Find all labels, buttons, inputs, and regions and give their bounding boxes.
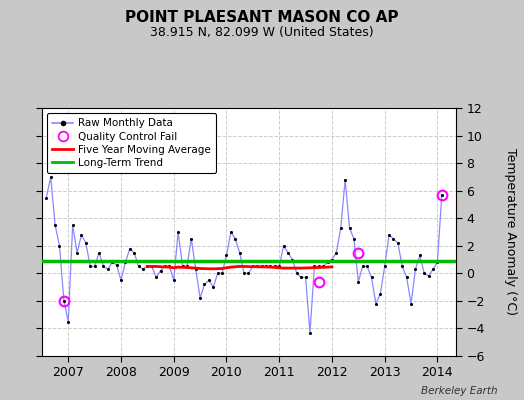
Point bbox=[402, 274, 411, 281]
Point bbox=[183, 263, 191, 270]
Point bbox=[328, 256, 336, 263]
Point bbox=[56, 242, 64, 249]
Point bbox=[231, 236, 239, 242]
Point bbox=[363, 263, 372, 270]
Legend: Raw Monthly Data, Quality Control Fail, Five Year Moving Average, Long-Term Tren: Raw Monthly Data, Quality Control Fail, … bbox=[47, 113, 216, 173]
Point bbox=[161, 263, 169, 270]
Point bbox=[275, 263, 283, 270]
Point bbox=[60, 298, 68, 304]
Point bbox=[266, 263, 275, 270]
Point bbox=[86, 263, 94, 270]
Point bbox=[438, 192, 446, 198]
Point bbox=[424, 273, 433, 279]
Point bbox=[310, 263, 319, 270]
Point bbox=[42, 194, 50, 201]
Point bbox=[51, 222, 59, 228]
Point bbox=[218, 270, 226, 276]
Point bbox=[372, 300, 380, 307]
Point bbox=[213, 270, 222, 276]
Point bbox=[143, 263, 151, 270]
Point bbox=[47, 174, 55, 180]
Point bbox=[279, 242, 288, 249]
Point bbox=[411, 266, 420, 272]
Point bbox=[314, 263, 323, 270]
Point bbox=[205, 277, 213, 284]
Point bbox=[91, 263, 99, 270]
Point bbox=[77, 232, 85, 238]
Point bbox=[358, 263, 367, 270]
Point bbox=[200, 281, 209, 288]
Point bbox=[95, 250, 103, 256]
Point bbox=[253, 263, 261, 270]
Point bbox=[323, 259, 332, 266]
Point bbox=[429, 266, 437, 272]
Point bbox=[336, 225, 345, 231]
Point bbox=[82, 240, 90, 246]
Point bbox=[240, 270, 248, 276]
Point bbox=[170, 277, 178, 284]
Point bbox=[332, 250, 341, 256]
Text: POINT PLAESANT MASON CO AP: POINT PLAESANT MASON CO AP bbox=[125, 10, 399, 25]
Point bbox=[196, 295, 204, 301]
Point bbox=[297, 274, 305, 281]
Point bbox=[209, 284, 217, 290]
Point bbox=[319, 263, 328, 270]
Point bbox=[192, 266, 200, 272]
Point bbox=[394, 240, 402, 246]
Point bbox=[385, 232, 393, 238]
Point bbox=[174, 229, 182, 235]
Point bbox=[367, 274, 376, 281]
Point bbox=[121, 259, 129, 266]
Point bbox=[165, 263, 173, 270]
Point bbox=[134, 263, 143, 270]
Point bbox=[376, 291, 385, 297]
Point bbox=[104, 266, 112, 272]
Point bbox=[244, 270, 253, 276]
Point bbox=[292, 270, 301, 276]
Point bbox=[389, 236, 398, 242]
Point bbox=[73, 250, 81, 256]
Point bbox=[288, 256, 297, 263]
Point bbox=[178, 263, 187, 270]
Point bbox=[126, 245, 134, 252]
Point bbox=[345, 225, 354, 231]
Point bbox=[249, 263, 257, 270]
Point bbox=[301, 274, 310, 281]
Point bbox=[407, 300, 415, 307]
Y-axis label: Temperature Anomaly (°C): Temperature Anomaly (°C) bbox=[504, 148, 517, 316]
Point bbox=[187, 236, 195, 242]
Point bbox=[156, 267, 165, 274]
Point bbox=[262, 263, 270, 270]
Point bbox=[222, 252, 231, 259]
Point bbox=[117, 277, 125, 284]
Point bbox=[235, 250, 244, 256]
Point bbox=[99, 263, 107, 270]
Text: Berkeley Earth: Berkeley Earth bbox=[421, 386, 498, 396]
Point bbox=[341, 176, 350, 183]
Point bbox=[433, 259, 442, 266]
Point bbox=[284, 250, 292, 256]
Point bbox=[420, 270, 429, 276]
Point bbox=[306, 329, 314, 336]
Point bbox=[257, 263, 266, 270]
Point bbox=[380, 263, 389, 270]
Point bbox=[139, 266, 147, 272]
Point bbox=[69, 222, 77, 228]
Point bbox=[416, 252, 424, 259]
Point bbox=[271, 263, 279, 270]
Point bbox=[108, 259, 116, 266]
Point bbox=[354, 278, 363, 285]
Point bbox=[350, 236, 358, 242]
Point bbox=[398, 263, 407, 270]
Point bbox=[152, 274, 160, 281]
Text: 38.915 N, 82.099 W (United States): 38.915 N, 82.099 W (United States) bbox=[150, 26, 374, 39]
Point bbox=[113, 262, 121, 268]
Point bbox=[148, 263, 156, 270]
Point bbox=[227, 229, 235, 235]
Point bbox=[64, 318, 72, 325]
Point bbox=[130, 250, 138, 256]
